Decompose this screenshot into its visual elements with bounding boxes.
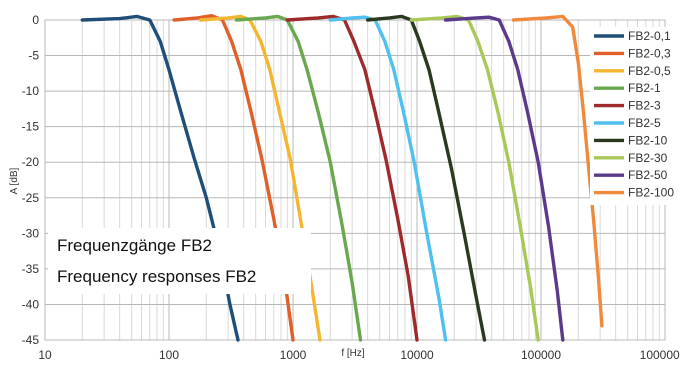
y-tick-label: -40 bbox=[22, 297, 40, 311]
x-tick-label: 100000 bbox=[521, 348, 561, 362]
legend-label: FB2-0,5 bbox=[628, 64, 671, 78]
y-tick-label: -10 bbox=[22, 84, 40, 98]
y-tick-label: -35 bbox=[22, 262, 40, 276]
x-tick-label: 1000 bbox=[280, 348, 307, 362]
legend-label: FB2-50 bbox=[628, 168, 668, 182]
legend-label: FB2-100 bbox=[628, 186, 674, 200]
series-line bbox=[443, 15, 565, 342]
y-tick-label: 0 bbox=[32, 13, 39, 27]
y-tick-label: -20 bbox=[22, 155, 40, 169]
annotation-line-2: Frequency responses FB2 bbox=[57, 267, 256, 286]
legend-label: FB2-1 bbox=[628, 81, 661, 95]
legend-label: FB2-3 bbox=[628, 99, 661, 113]
x-tick-label: 10000 bbox=[400, 348, 434, 362]
legend-label: FB2-0,3 bbox=[628, 46, 671, 60]
y-axis-label: A [dB] bbox=[9, 167, 20, 194]
legend: FB2-0,1 FB2-0,3 FB2-0,5 FB2-1 FB2-3 FB2-5 FB2-… bbox=[590, 27, 680, 205]
legend-label: FB2-0,1 bbox=[628, 29, 671, 43]
annotation-box: Frequenzgänge FB2 Frequency responses FB… bbox=[48, 228, 311, 294]
series-line bbox=[511, 14, 604, 328]
y-tick-label: -25 bbox=[22, 191, 40, 205]
series-line bbox=[234, 14, 363, 342]
legend-label: FB2-5 bbox=[628, 116, 661, 130]
legend-label: FB2-10 bbox=[628, 133, 668, 147]
legend-label: FB2-30 bbox=[628, 151, 668, 165]
y-tick-label: -5 bbox=[28, 49, 39, 63]
annotation-line-1: Frequenzgänge FB2 bbox=[57, 236, 212, 255]
series-line bbox=[328, 15, 448, 342]
series-line bbox=[366, 14, 487, 342]
x-tick-label: 10 bbox=[38, 348, 52, 362]
y-tick-label: -45 bbox=[22, 333, 40, 347]
series-line bbox=[285, 14, 419, 342]
x-tick-label: 1000000 bbox=[640, 348, 680, 362]
x-tick-label: 100 bbox=[159, 348, 179, 362]
x-axis-label: f [Hz] bbox=[341, 348, 365, 359]
series-line bbox=[409, 14, 540, 342]
y-tick-label: -15 bbox=[22, 120, 40, 134]
y-tick-label: -30 bbox=[22, 226, 40, 240]
